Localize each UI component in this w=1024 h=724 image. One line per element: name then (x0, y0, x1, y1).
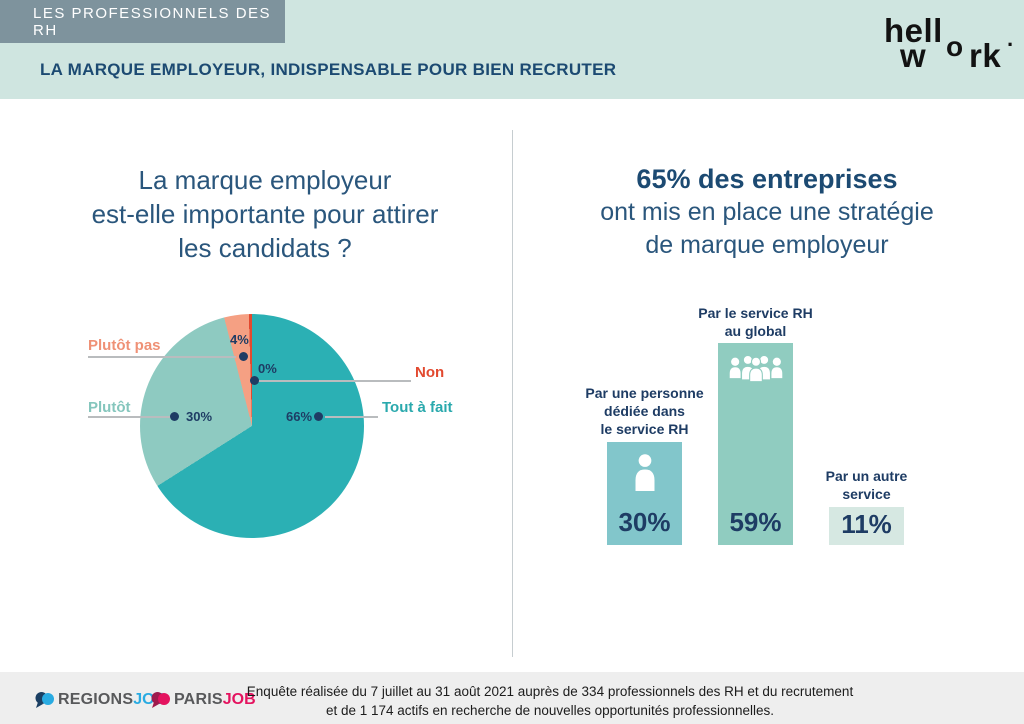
leader-line-non (258, 380, 411, 382)
pie-question-title: La marque employeur est-elle importante … (55, 163, 475, 265)
pie-value-plutot: 30% (186, 409, 213, 424)
leader-line-tout-a-fait (325, 416, 378, 418)
bar-label-line: dédiée dans (604, 403, 685, 419)
footer: REGIONS JOB PARIS JOB Enquête réalisée du … (0, 672, 1024, 724)
category-tag: LES PROFESSIONNELS DES RH (0, 0, 285, 43)
logo-text-paris: PARIS (174, 691, 223, 708)
category-tag-label: LES PROFESSIONNELS DES RH (33, 4, 272, 39)
bar-label-line: au global (724, 323, 787, 339)
survey-note-line: et de 1 174 actifs en recherche de nouve… (325, 703, 775, 718)
leader-line-plutot (88, 416, 172, 418)
pie-value-non: 0% (258, 361, 277, 376)
logo-text-regions: REGIONS (58, 691, 134, 708)
person-icon (607, 453, 682, 491)
logo-text: w (900, 37, 927, 74)
bar-label-line: Par le service RH (698, 305, 813, 321)
people-group-icon (718, 354, 793, 384)
pie-label-tout-a-fait: Tout à fait (382, 399, 453, 416)
pie-dot-tout-a-fait (314, 412, 323, 421)
logo-text: rk (969, 37, 1002, 74)
speech-bubbles-icon (34, 691, 56, 714)
question-line: les candidats ? (178, 233, 352, 263)
bar-label-line: Par un autre (825, 468, 908, 484)
header-band: LES PROFESSIONNELS DES RH LA MARQUE EMPL… (0, 0, 1024, 99)
panel-divider (512, 130, 513, 657)
pie-dot-non (250, 376, 259, 385)
logo-text: o (946, 31, 964, 62)
question-line: La marque employeur (138, 165, 392, 195)
survey-note: Enquête réalisée du 7 juillet au 31 août… (240, 682, 860, 720)
bar-label-service-rh-global: Par le service RH au global (688, 304, 823, 340)
bar-autre-service: 11% (829, 507, 904, 545)
leader-line-plutot-pas (88, 356, 236, 358)
logo-trademark-dot: · (1007, 32, 1015, 57)
page-title: LA MARQUE EMPLOYEUR, INDISPENSABLE POUR … (40, 60, 617, 79)
logo-text: hell (884, 12, 943, 49)
bar-chart: 30% 59% 11% (530, 300, 1008, 545)
bar-label-line: Par une personne (585, 385, 704, 401)
bar-value: 11% (841, 509, 892, 539)
pie-dot-plutot (170, 412, 179, 421)
hellowork-logo: hell o w rk · (872, 10, 1016, 80)
pie-label-plutot-pas: Plutôt pas (88, 337, 161, 354)
bar-chart-title-line: de marque employeur (645, 231, 889, 259)
parisjob-logo: PARIS JOB (150, 686, 256, 709)
pie-value-plutot-pas: 4% (230, 332, 249, 347)
logo-text-job: JOB (222, 691, 256, 708)
speech-bubbles-icon (150, 691, 172, 714)
bar-label-line: service (842, 486, 891, 502)
bar-chart-title: 65% des entreprises ont mis en place une… (528, 163, 1006, 262)
bar-value: 30% (618, 507, 671, 537)
survey-note-line: Enquête réalisée du 7 juillet au 31 août… (246, 684, 854, 699)
bar-value: 59% (729, 507, 782, 537)
bar-chart-title-line: ont mis en place une stratégie (600, 198, 934, 226)
pie-label-non: Non (415, 364, 445, 381)
regionsjob-logo: REGIONS JOB (34, 686, 166, 709)
pie-label-plutot: Plutôt (88, 399, 131, 416)
bar-label-line: le service RH (600, 421, 689, 437)
question-line: est-elle importante pour attirer (91, 199, 439, 229)
pie-chart (140, 314, 364, 538)
bar-service-rh-global: 59% (718, 343, 793, 545)
bar-label-personne-dediee: Par une personne dédiée dans le service … (577, 384, 712, 438)
bar-chart-title-stat: 65% des entreprises (636, 164, 898, 194)
pie-dot-plutot-pas (239, 352, 248, 361)
bar-personne-dediee: 30% (607, 442, 682, 545)
bar-label-autre-service: Par un autre service (799, 467, 934, 503)
pie-value-tout-a-fait: 66% (286, 409, 313, 424)
